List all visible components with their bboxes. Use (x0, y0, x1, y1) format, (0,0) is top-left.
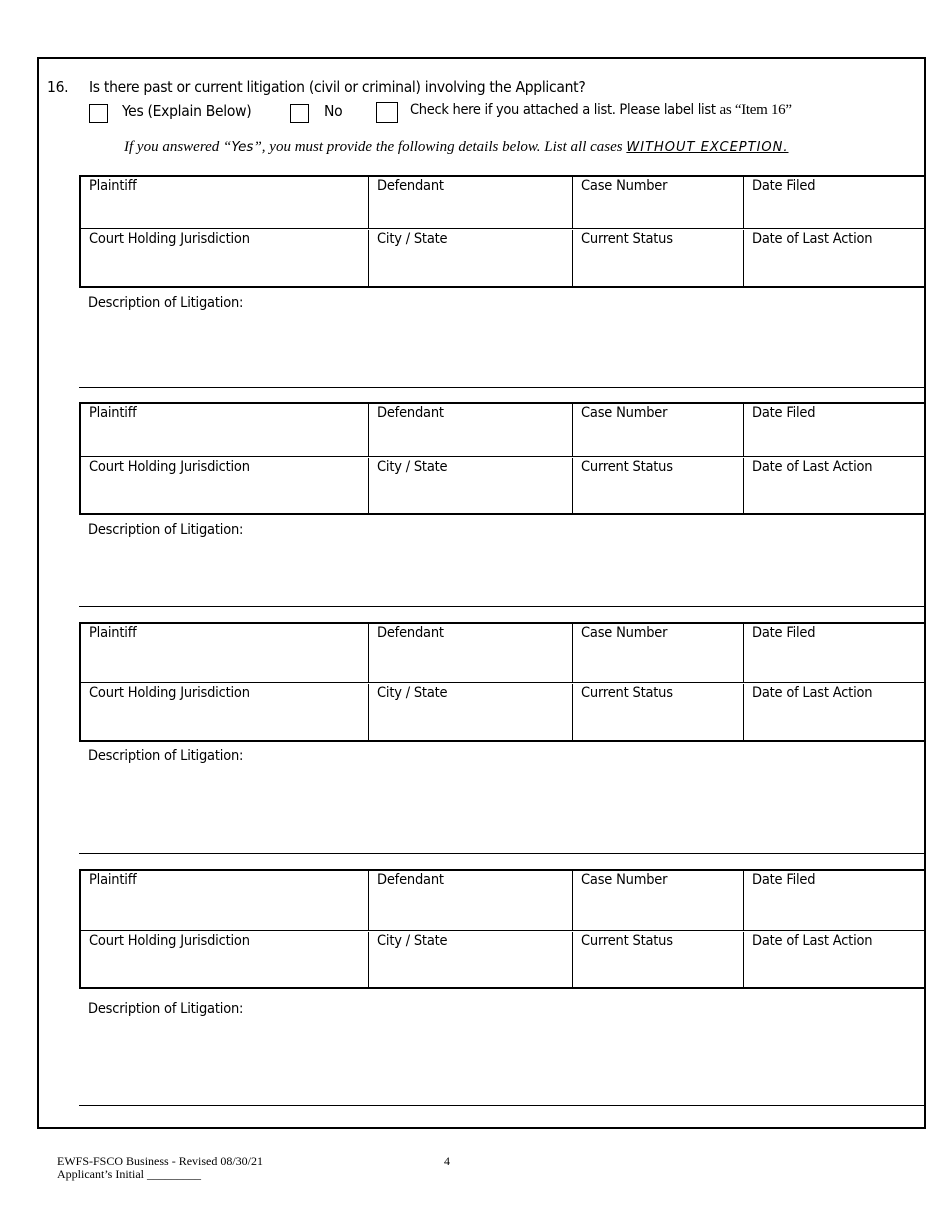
case-table: Plaintiff Defendant Case Number Date Filed C… (79, 175, 926, 288)
case-field-label: Date of Last Action (752, 231, 873, 247)
case-table-row1: Plaintiff Defendant Case Number Date Filed (81, 177, 926, 229)
applicant-initial-field[interactable]: Applicant’s Initial _________ (57, 1167, 201, 1181)
case-field-cell[interactable]: Case Number (572, 624, 743, 682)
case-field-label: Plaintiff (89, 405, 137, 421)
case-table-row2: Court Holding Jurisdiction City / State Cu… (81, 230, 926, 286)
case-field-cell[interactable]: Court Holding Jurisdiction (81, 932, 368, 987)
case-field-cell[interactable]: City / State (368, 458, 572, 513)
description-line[interactable] (79, 387, 925, 388)
case-field-label: Defendant (377, 625, 444, 641)
description-line[interactable] (79, 853, 925, 854)
yes-label: Yes (Explain Below) (122, 102, 252, 120)
case-field-cell[interactable]: Current Status (572, 684, 743, 740)
case-field-label: Court Holding Jurisdiction (89, 933, 250, 949)
case-field-label: Plaintiff (89, 178, 137, 194)
case-field-label: Defendant (377, 178, 444, 194)
case-field-label: Date Filed (752, 872, 816, 888)
description-line[interactable] (79, 1105, 925, 1106)
description-line[interactable] (79, 606, 925, 607)
case-field-cell[interactable]: Date Filed (743, 177, 928, 228)
case-field-cell[interactable]: Defendant (368, 177, 572, 228)
case-field-cell[interactable]: Court Holding Jurisdiction (81, 230, 368, 286)
case-field-label: Date Filed (752, 178, 816, 194)
case-field-label: Case Number (581, 178, 668, 194)
case-field-cell[interactable]: Case Number (572, 871, 743, 930)
question-number: 16. (47, 78, 69, 96)
case-field-label: City / State (377, 685, 448, 701)
case-field-label: Current Status (581, 459, 673, 475)
yes-checkbox[interactable] (89, 104, 108, 123)
case-field-label: Current Status (581, 685, 673, 701)
question-text: Is there past or current litigation (civ… (89, 78, 586, 96)
case-table-row1: Plaintiff Defendant Case Number Date Filed (81, 624, 926, 683)
case-field-cell[interactable]: Date of Last Action (743, 684, 928, 740)
no-checkbox[interactable] (290, 104, 309, 123)
case-field-cell[interactable]: Current Status (572, 932, 743, 987)
case-field-cell[interactable]: Court Holding Jurisdiction (81, 684, 368, 740)
case-field-cell[interactable]: Date Filed (743, 624, 928, 682)
case-field-cell[interactable]: Plaintiff (81, 624, 368, 682)
case-field-cell[interactable]: City / State (368, 932, 572, 987)
case-field-label: Defendant (377, 405, 444, 421)
case-field-label: Date of Last Action (752, 685, 873, 701)
description-label: Description of Litigation: (88, 748, 244, 764)
case-field-label: Case Number (581, 625, 668, 641)
case-table-row2: Court Holding Jurisdiction City / State Cu… (81, 458, 926, 513)
case-field-label: City / State (377, 933, 448, 949)
case-field-cell[interactable]: Case Number (572, 177, 743, 228)
no-label: No (324, 102, 343, 120)
case-field-cell[interactable]: Defendant (368, 404, 572, 456)
case-field-label: Defendant (377, 872, 444, 888)
case-field-cell[interactable]: Court Holding Jurisdiction (81, 458, 368, 513)
case-field-cell[interactable]: Plaintiff (81, 177, 368, 228)
case-field-cell[interactable]: Current Status (572, 230, 743, 286)
case-field-label: Date of Last Action (752, 459, 873, 475)
case-field-label: Date Filed (752, 405, 816, 421)
form-frame (37, 57, 926, 1129)
case-field-cell[interactable]: Date of Last Action (743, 932, 928, 987)
case-field-cell[interactable]: Current Status (572, 458, 743, 513)
case-table: Plaintiff Defendant Case Number Date Filed C… (79, 622, 926, 742)
case-table: Plaintiff Defendant Case Number Date Filed C… (79, 869, 926, 989)
case-field-cell[interactable]: City / State (368, 684, 572, 740)
case-table-row1: Plaintiff Defendant Case Number Date Filed (81, 871, 926, 931)
case-field-cell[interactable]: Date Filed (743, 871, 928, 930)
case-field-label: Current Status (581, 933, 673, 949)
case-field-label: City / State (377, 459, 448, 475)
description-label: Description of Litigation: (88, 522, 244, 538)
case-field-label: Date Filed (752, 625, 816, 641)
footer-left: EWFS-FSCO Business - Revised 08/30/21 Ap… (57, 1155, 263, 1181)
case-field-cell[interactable]: Date of Last Action (743, 230, 928, 286)
case-field-label: Current Status (581, 231, 673, 247)
instruction-note: If you answered “Yes”, you must provide … (124, 139, 789, 155)
case-field-label: Case Number (581, 872, 668, 888)
case-field-label: Court Holding Jurisdiction (89, 685, 250, 701)
case-field-label: Court Holding Jurisdiction (89, 231, 250, 247)
case-field-cell[interactable]: Date Filed (743, 404, 928, 456)
case-field-cell[interactable]: Case Number (572, 404, 743, 456)
case-field-cell[interactable]: City / State (368, 230, 572, 286)
case-table-row2: Court Holding Jurisdiction City / State Cu… (81, 932, 926, 987)
form-id: EWFS-FSCO Business - Revised 08/30/21 (57, 1154, 264, 1168)
case-field-cell[interactable]: Plaintiff (81, 404, 368, 456)
attached-list-checkbox[interactable] (376, 102, 398, 123)
case-field-cell[interactable]: Plaintiff (81, 871, 368, 930)
case-field-cell[interactable]: Defendant (368, 871, 572, 930)
description-label: Description of Litigation: (88, 1001, 244, 1017)
case-field-cell[interactable]: Defendant (368, 624, 572, 682)
case-table-row1: Plaintiff Defendant Case Number Date Filed (81, 404, 926, 457)
description-label: Description of Litigation: (88, 295, 244, 311)
without-exception-emphasis: WITHOUT EXCEPTION. (626, 140, 789, 155)
case-field-label: Plaintiff (89, 872, 137, 888)
page-number: 4 (444, 1154, 450, 1168)
case-table-row2: Court Holding Jurisdiction City / State Cu… (81, 684, 926, 740)
case-field-label: City / State (377, 231, 448, 247)
case-field-label: Court Holding Jurisdiction (89, 459, 250, 475)
attached-list-label: Check here if you attached a list. Pleas… (410, 102, 792, 118)
case-field-label: Date of Last Action (752, 933, 873, 949)
case-field-label: Plaintiff (89, 625, 137, 641)
case-table: Plaintiff Defendant Case Number Date Filed C… (79, 402, 926, 515)
case-field-label: Case Number (581, 405, 668, 421)
case-field-cell[interactable]: Date of Last Action (743, 458, 928, 513)
